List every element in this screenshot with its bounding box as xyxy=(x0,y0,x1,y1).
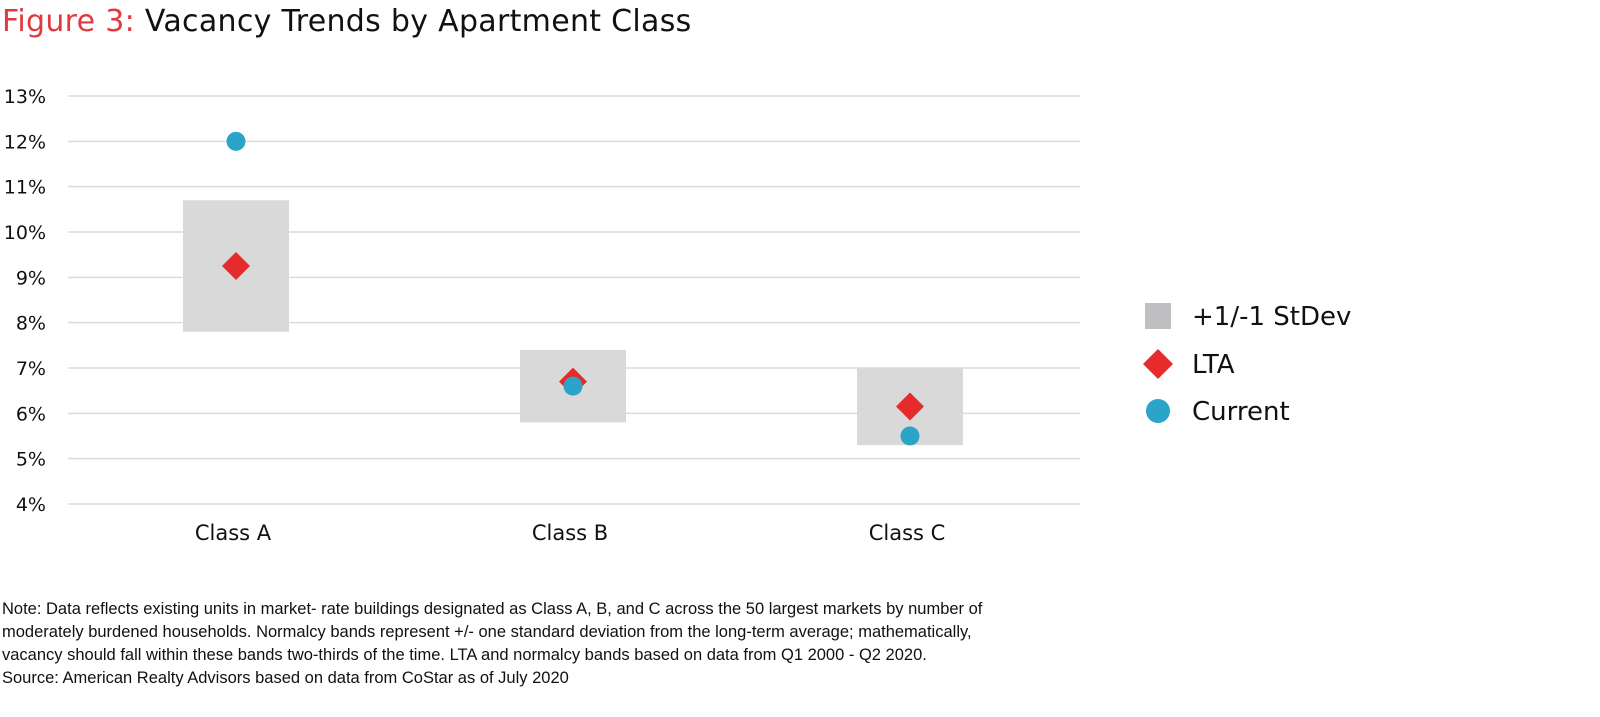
figure-title: Vacancy Trends by Apartment Class xyxy=(144,4,692,39)
y-tick-label: 6% xyxy=(16,403,46,425)
chart-note: Note: Data reflects existing units in ma… xyxy=(2,598,1102,690)
y-tick-label: 11% xyxy=(4,177,46,199)
current-marker xyxy=(226,131,246,151)
legend-stdev-icon xyxy=(1145,303,1171,329)
note-line: moderately burdened households. Normalcy… xyxy=(2,623,972,641)
y-tick-label: 13% xyxy=(4,86,46,108)
x-category-label: Class B xyxy=(532,521,608,545)
current-marker xyxy=(563,376,583,396)
chart-title: Figure 3: Vacancy Trends by Apartment Cl… xyxy=(2,4,692,39)
y-tick-label: 9% xyxy=(16,267,46,289)
lta-marker xyxy=(896,392,924,421)
source-line: Source: American Realty Advisors based o… xyxy=(2,669,569,687)
x-category-label: Class A xyxy=(195,521,272,545)
y-tick-label: 7% xyxy=(16,358,46,380)
y-tick-label: 10% xyxy=(4,222,46,244)
y-tick-label: 5% xyxy=(16,449,46,471)
vacancy-chart: 4% 5% 6% 7% 8% 9% 10% 11% 12% 13% Class A Class B Cl… xyxy=(4,86,1352,545)
y-tick-label: 12% xyxy=(4,131,46,153)
legend-label: Current xyxy=(1192,397,1290,427)
legend-label: +1/-1 StDev xyxy=(1192,302,1351,332)
x-category-label: Class C xyxy=(869,521,946,545)
y-tick-label: 4% xyxy=(16,494,46,516)
note-line: Note: Data reflects existing units in ma… xyxy=(2,600,983,618)
legend-current-icon xyxy=(1146,399,1170,423)
figure-number: Figure 3: xyxy=(2,4,136,39)
legend-lta-icon xyxy=(1143,349,1173,379)
current-marker xyxy=(900,426,920,446)
note-line: vacancy should fall within these bands t… xyxy=(2,646,927,664)
lta-marker xyxy=(222,252,250,280)
y-tick-label: 8% xyxy=(16,313,46,335)
legend-label: LTA xyxy=(1192,350,1235,380)
